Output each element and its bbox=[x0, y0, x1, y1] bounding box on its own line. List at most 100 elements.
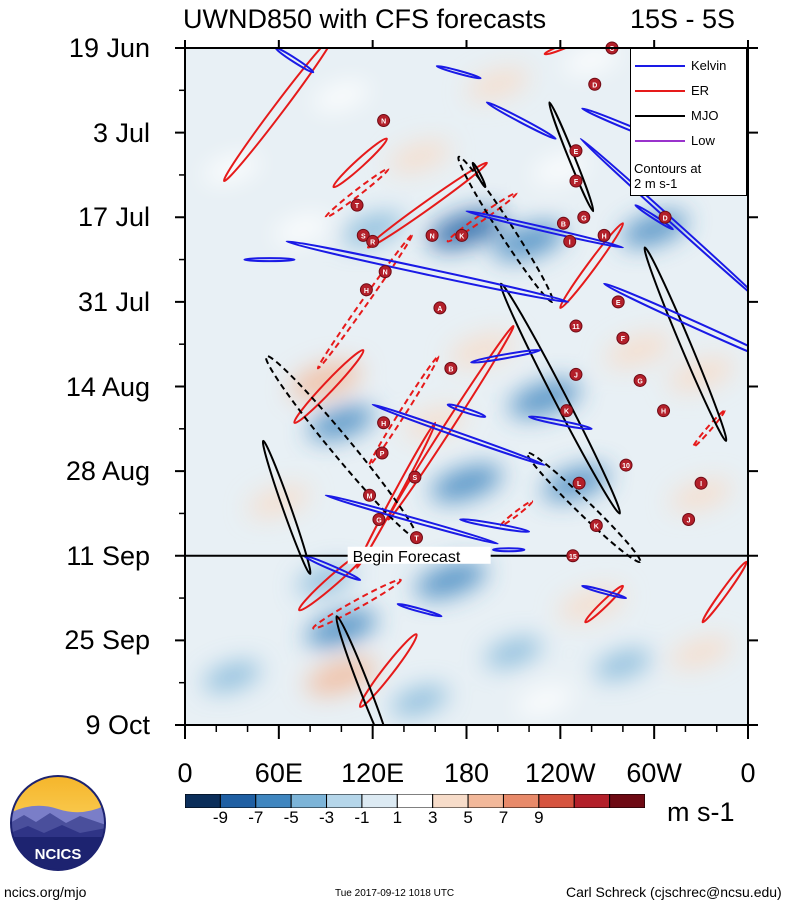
kelvin-contour-35 bbox=[603, 282, 748, 370]
er-contour-16 bbox=[692, 409, 726, 448]
storm-marker-25: H bbox=[657, 404, 671, 418]
storm-icon-13 bbox=[563, 234, 577, 248]
anomaly-blob-21 bbox=[670, 479, 732, 512]
kelvin-contour-47 bbox=[243, 257, 296, 263]
storm-label-28: 10 bbox=[622, 463, 630, 470]
storm-marker-35: J bbox=[682, 512, 696, 526]
anomaly-blob-10 bbox=[621, 212, 688, 247]
colorbar-segment-11 bbox=[573, 794, 611, 808]
colorbar-tick-2: -5 bbox=[283, 808, 299, 827]
colorbar-segment-7 bbox=[432, 794, 469, 808]
footer-timestamp: Tue 2017-09-12 1018 UTC bbox=[335, 888, 455, 899]
colorbar-tick-9: 9 bbox=[534, 808, 544, 827]
anomaly-blob-29 bbox=[594, 649, 652, 680]
anomaly-blob-17 bbox=[308, 405, 375, 440]
legend-kelvin: Kelvin bbox=[635, 57, 745, 75]
storm-icon-37 bbox=[566, 549, 580, 563]
storm-marker-9: S bbox=[356, 228, 370, 242]
kelvin-contour-29 bbox=[435, 64, 482, 80]
storm-icon-22 bbox=[569, 367, 583, 381]
storm-icon-29 bbox=[408, 470, 422, 484]
storm-icon-4 bbox=[569, 174, 583, 188]
storm-icon-5 bbox=[350, 198, 364, 212]
kelvin-contour-30 bbox=[485, 101, 557, 140]
axis-ticks bbox=[175, 40, 758, 739]
storm-marker-22: J bbox=[569, 367, 583, 381]
storm-label-36: T bbox=[414, 536, 419, 543]
storm-icon-8 bbox=[658, 210, 672, 224]
colorbar-segment-4 bbox=[326, 794, 363, 808]
storm-label-37: 15 bbox=[569, 554, 577, 561]
anomaly-blob-2 bbox=[563, 48, 620, 75]
storm-marker-36: T bbox=[409, 531, 423, 545]
colorbar bbox=[185, 794, 645, 808]
storm-marker-11: N bbox=[425, 228, 439, 242]
forecast-label-bg bbox=[347, 546, 491, 564]
storm-marker-20: F bbox=[616, 331, 630, 345]
storm-label-6: B bbox=[561, 221, 566, 228]
storm-icon-31 bbox=[694, 476, 708, 490]
storm-label-2: N bbox=[381, 119, 386, 126]
storm-marker-5: T bbox=[350, 198, 364, 212]
kelvin-contour-38 bbox=[371, 403, 546, 467]
anomaly-blob-3 bbox=[203, 154, 261, 184]
colorbar-segment-10 bbox=[538, 794, 575, 808]
x-tick-label-0: 0 bbox=[177, 758, 193, 788]
storm-marker-29: S bbox=[408, 470, 422, 484]
colorbar-segment-12 bbox=[609, 794, 645, 808]
storm-label-3: E bbox=[574, 149, 579, 156]
kelvin-contour-46 bbox=[634, 204, 674, 231]
colorbar-segment-0 bbox=[185, 794, 221, 808]
legend-er-swatch bbox=[635, 90, 685, 92]
kelvin-contour-45 bbox=[581, 584, 628, 600]
storm-label-10: R bbox=[370, 239, 375, 246]
storm-label-31: I bbox=[700, 481, 702, 488]
anomaly-blob-12 bbox=[290, 362, 362, 399]
storm-icon-21 bbox=[444, 361, 458, 375]
colorbar-segment-5 bbox=[361, 794, 398, 808]
anomaly-blob-28 bbox=[485, 637, 542, 668]
storm-marker-19: 11 bbox=[569, 319, 583, 333]
storm-label-24: K bbox=[564, 409, 569, 416]
storm-icon-24 bbox=[560, 404, 574, 418]
storm-label-34: K bbox=[594, 524, 599, 531]
colorbar-tick-6: 3 bbox=[427, 808, 438, 827]
storm-label-1: D bbox=[592, 82, 597, 89]
storm-marker-27: P bbox=[375, 446, 389, 460]
er-contour-5 bbox=[387, 325, 515, 521]
er-contour-1 bbox=[332, 137, 388, 189]
storm-marker-18: A bbox=[433, 301, 447, 315]
kelvin-contour-41 bbox=[459, 518, 531, 533]
storm-label-23: G bbox=[637, 378, 643, 385]
legend-low-label: Low bbox=[691, 133, 715, 148]
colorbar-tick-4: -1 bbox=[354, 808, 370, 827]
anomaly-blob-0 bbox=[313, 81, 370, 111]
colorbar-tick-8: 7 bbox=[498, 808, 509, 827]
storm-label-4: F bbox=[574, 179, 579, 186]
storm-icon-10 bbox=[366, 234, 380, 248]
er-contour-18 bbox=[446, 191, 518, 243]
storm-label-29: S bbox=[413, 475, 418, 482]
colorbar-tick-1: -7 bbox=[248, 808, 264, 827]
storm-label-14: H bbox=[602, 233, 607, 240]
anomaly-blob-13 bbox=[449, 333, 516, 368]
storm-marker-12: K bbox=[455, 228, 469, 242]
colorbar-segment-9 bbox=[502, 794, 540, 808]
x-tick-label-3: 180 bbox=[443, 758, 490, 788]
y-tick-label-2: 17 Jul bbox=[77, 202, 150, 233]
er-contour-15 bbox=[312, 578, 402, 630]
storm-icon-16 bbox=[359, 283, 373, 297]
footer-author: Carl Schreck (cjschrec@ncsu.edu) bbox=[566, 884, 782, 900]
anomaly-blob-11 bbox=[273, 214, 331, 244]
storm-label-35: J bbox=[687, 517, 691, 524]
er-contour-14 bbox=[368, 355, 440, 467]
forecast-divider: Begin Forecast bbox=[185, 546, 748, 566]
storm-label-17: E bbox=[616, 300, 621, 307]
footer-link[interactable]: ncics.org/mjo bbox=[4, 884, 87, 900]
storm-icon-18 bbox=[433, 301, 447, 315]
anomaly-blob-19 bbox=[431, 464, 502, 502]
storm-icon-2 bbox=[377, 114, 391, 128]
logo-text: NCICS bbox=[35, 846, 82, 863]
ncics-logo: NCICS bbox=[10, 775, 106, 871]
colorbar-tick-3: -3 bbox=[318, 808, 335, 827]
